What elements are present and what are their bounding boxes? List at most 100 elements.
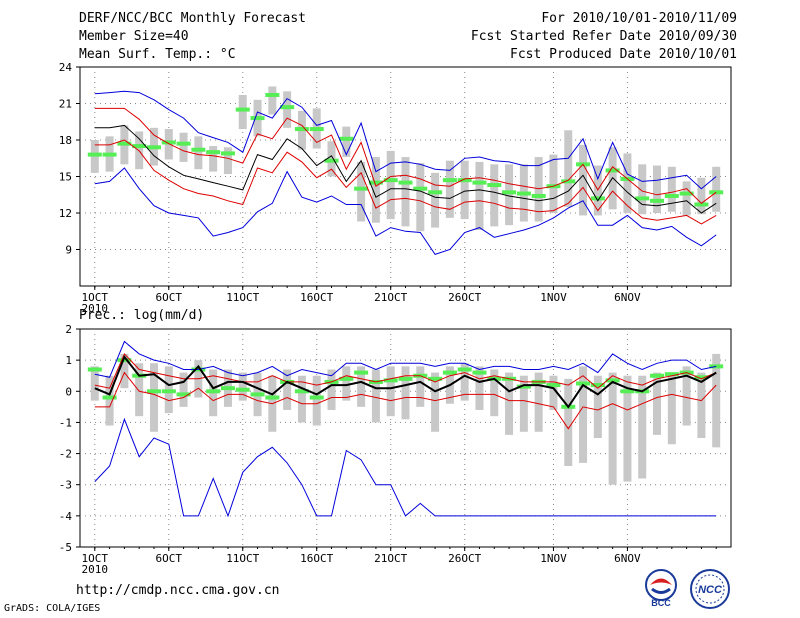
prec-ytick-label: -3 — [59, 479, 72, 492]
temp-ytick-label: 24 — [59, 61, 73, 74]
prec-ensemble-box — [549, 375, 558, 410]
temp-ytick-label: 21 — [59, 98, 72, 111]
prec-ensemble-box — [327, 369, 336, 410]
forecast-period: For 2010/10/01-2010/11/09 — [541, 11, 737, 26]
prec-climatology-bar — [354, 370, 369, 375]
temp-climatology-bar — [472, 180, 487, 185]
grads-credit: GrADS: COLA/IGES — [4, 603, 101, 614]
prec-climatology-bar — [516, 384, 531, 389]
temp-ensemble-box — [682, 181, 691, 216]
temp-ytick-label: 12 — [59, 207, 72, 220]
prec-xtick-year: 2010 — [82, 563, 109, 576]
temp-xtick-label: 6NOV — [614, 291, 641, 304]
temp-climatology-bar — [339, 136, 354, 141]
prec-ensemble-box — [593, 375, 602, 438]
prec-climatology-bar — [546, 383, 561, 388]
temp-climatology-bar — [694, 202, 709, 207]
temp-xtick-label: 26OCT — [448, 291, 481, 304]
temp-climatology-bar — [309, 127, 324, 132]
temp-ensemble-box — [283, 91, 292, 128]
prec-xtick-label: 11OCT — [226, 552, 259, 565]
temp-climatology-bar — [176, 141, 191, 146]
prec-ensemble-box — [697, 372, 706, 438]
temp-ensemble-box — [371, 157, 380, 223]
temp-climatology-bar — [635, 196, 650, 201]
prec-climatology-bar — [398, 376, 413, 381]
prec-climatology-bar — [206, 389, 221, 394]
temp-line-upper — [94, 107, 717, 204]
temp-climatology-bar — [132, 144, 147, 149]
prec-climatology-bar — [709, 364, 724, 369]
prec-ytick-label: -1 — [59, 416, 72, 429]
prec-climatology-bar — [620, 389, 635, 394]
prec-ensemble-box — [386, 366, 395, 417]
source-url[interactable]: http://cmdp.ncc.cma.gov.cn — [76, 583, 280, 598]
started-refer-date: Fcst Started Refer Date 2010/09/30 — [470, 29, 737, 44]
chart-title: DERF/NCC/BCC Monthly Forecast — [79, 11, 306, 26]
svg-text:NCC: NCC — [698, 584, 723, 596]
temp-ensemble-box — [357, 161, 366, 222]
temp-ytick-label: 18 — [59, 134, 72, 147]
prec-xtick-label: 26OCT — [448, 552, 481, 565]
temp-xtick-label: 6OCT — [156, 291, 183, 304]
prec-ensemble-box — [312, 375, 321, 426]
temp-ensemble-box — [179, 132, 188, 162]
temp-line-max — [94, 90, 717, 190]
temp-climatology-bar — [605, 168, 620, 173]
prec-ensemble-box — [505, 372, 514, 435]
temp-line-mean — [94, 124, 717, 214]
temp-climatology-bar — [368, 180, 383, 185]
temp-climatology-bar — [87, 152, 102, 157]
prec-line-mean — [94, 355, 717, 409]
prec-ensemble-box — [135, 363, 144, 417]
prec-climatology-bar — [220, 386, 235, 391]
temp-ensemble-box — [386, 150, 395, 220]
variable-label: Mean Surf. Temp.: °C — [79, 47, 236, 62]
temp-climatology-bar — [206, 150, 221, 155]
temp-ensemble-box — [445, 160, 454, 218]
prec-ensemble-box — [534, 372, 543, 432]
member-size: Member Size=40 — [79, 29, 189, 44]
precip-title: Prec.: log(mm/d) — [79, 308, 205, 323]
temp-ensemble-box — [223, 147, 232, 175]
prec-ensemble-box — [638, 375, 647, 479]
prec-ytick-label: -4 — [59, 510, 73, 523]
temp-ensemble-box — [653, 165, 662, 213]
prec-climatology-bar — [235, 387, 250, 392]
prec-ensemble-box — [460, 363, 469, 401]
temp-xtick-label: 1NOV — [540, 291, 567, 304]
prec-ensemble-box — [120, 353, 129, 389]
prec-climatology-bar — [294, 389, 309, 394]
prec-climatology-bar — [605, 378, 620, 383]
prec-climatology-bar — [87, 367, 102, 372]
prec-xtick-label: 1NOV — [540, 552, 567, 565]
temp-xtick-year: 2010 — [82, 302, 109, 315]
prec-climatology-bar — [265, 395, 280, 400]
temp-climatology-bar — [235, 107, 250, 112]
temp-climatology-bar — [117, 141, 132, 146]
temp-climatology-bar — [457, 178, 472, 183]
temp-ensemble-box — [475, 161, 484, 231]
temp-ensemble-box — [623, 153, 632, 213]
temp-climatology-bar — [161, 140, 176, 145]
prec-ensemble-box — [149, 363, 158, 432]
prec-ensemble-box — [623, 375, 632, 482]
temp-xtick-label: 16OCT — [300, 291, 333, 304]
prec-ensemble-box — [179, 372, 188, 407]
prec-ensemble-box — [490, 369, 499, 417]
prec-ytick-label: 1 — [65, 354, 72, 367]
temp-ensemble-box — [505, 164, 514, 226]
prec-climatology-bar — [650, 373, 665, 378]
prec-climatology-bar — [102, 395, 117, 400]
temp-climatology-bar — [664, 193, 679, 198]
prec-ensemble-box — [475, 366, 484, 410]
prec-climatology-bar — [117, 358, 132, 363]
prec-climatology-bar — [590, 383, 605, 388]
temp-ensemble-box — [416, 163, 425, 232]
prec-climatology-bar — [428, 376, 443, 381]
prec-line-min — [94, 417, 717, 518]
prec-climatology-bar — [250, 392, 265, 397]
temp-ensemble-box — [549, 154, 558, 213]
prec-xtick-label: 6NOV — [614, 552, 641, 565]
